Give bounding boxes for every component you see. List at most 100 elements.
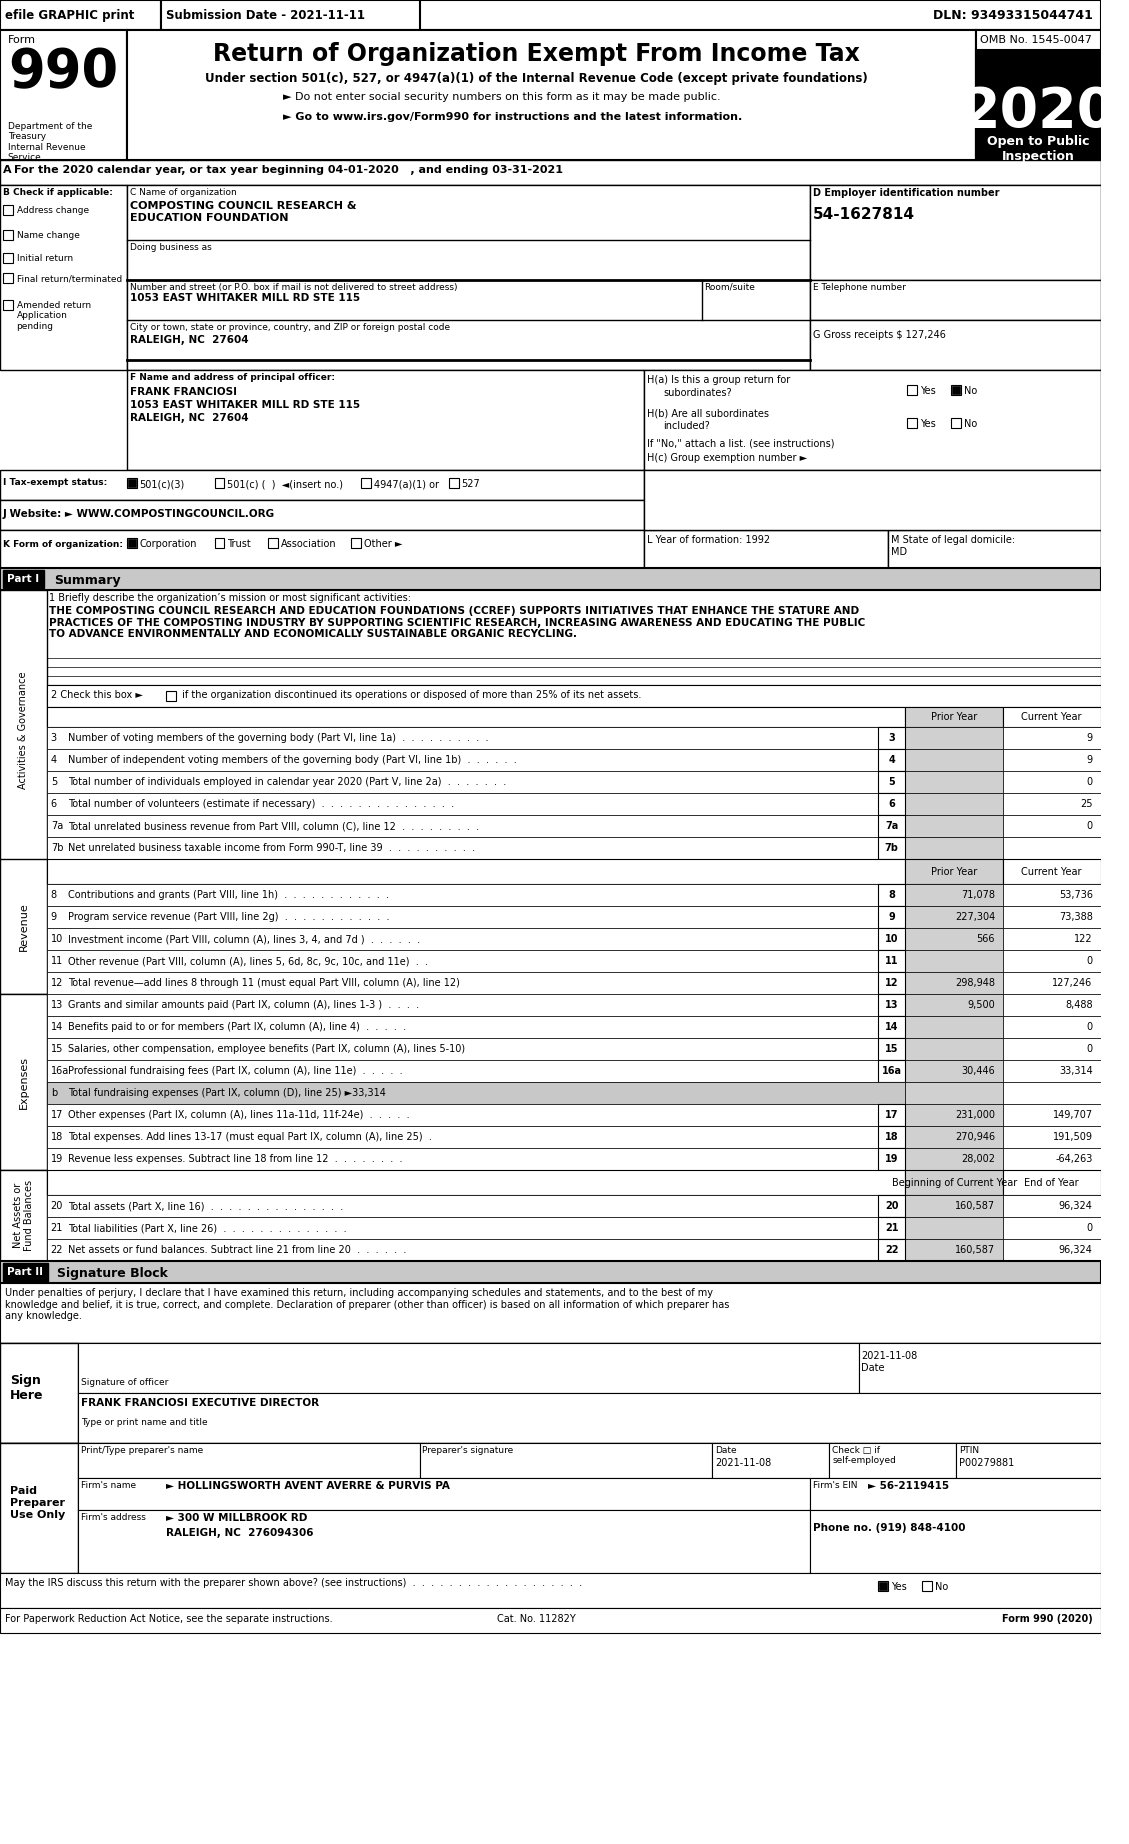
Text: Date: Date [715,1446,737,1455]
Bar [449,478,458,489]
Text: 15: 15 [51,1044,63,1055]
Bar [644,470,1102,529]
Text: 12: 12 [51,977,63,988]
Text: H(b) Are all subordinates: H(b) Are all subordinates [647,408,769,419]
Text: Other expenses (Part IX, column (A), lines 11a-11d, 11f-24e)  .  .  .  .  .: Other expenses (Part IX, column (A), lin… [68,1110,410,1119]
Bar [878,771,905,793]
Text: OMB No. 1545-0047: OMB No. 1545-0047 [980,35,1093,44]
Text: 13: 13 [51,999,63,1011]
Text: M State of legal domicile:
MD: M State of legal domicile: MD [891,535,1015,557]
Text: 270,946: 270,946 [955,1132,995,1141]
Bar [952,419,961,428]
Text: Total unrelated business revenue from Part VIII, column (C), line 12  .  .  .  .: Total unrelated business revenue from Pa… [68,821,480,832]
Bar [905,972,1003,994]
Text: A: A [3,164,11,175]
Bar [0,529,644,568]
Bar [905,883,1003,905]
Text: Net Assets or
Fund Balances: Net Assets or Fund Balances [12,1180,34,1250]
Text: 0: 0 [1086,955,1093,966]
Text: Summary: Summary [54,573,121,586]
Text: ► 300 W MILLBROOK RD: ► 300 W MILLBROOK RD [166,1512,307,1523]
Text: 501(c) (  )  ◄(insert no.): 501(c) ( ) ◄(insert no.) [227,479,343,489]
Bar [878,1217,905,1239]
Bar [166,692,176,701]
Bar [0,160,1102,184]
Bar [809,280,1102,321]
Bar [0,1342,78,1444]
Text: RALEIGH, NC  276094306: RALEIGH, NC 276094306 [166,1529,314,1538]
Text: Check □ if
self-employed: Check □ if self-employed [832,1446,896,1466]
Text: Benefits paid to or for members (Part IX, column (A), line 4)  .  .  .  .  .: Benefits paid to or for members (Part IX… [68,1022,406,1033]
Text: 9: 9 [889,913,895,922]
Bar [46,793,905,815]
Bar [3,301,12,310]
Text: Investment income (Part VIII, column (A), lines 3, 4, and 7d )  .  .  .  .  .  .: Investment income (Part VIII, column (A)… [68,935,420,944]
Bar [905,1239,1003,1261]
Text: 17: 17 [885,1110,899,1119]
Bar [878,1195,905,1217]
Text: Submission Date - 2021-11-11: Submission Date - 2021-11-11 [166,9,365,22]
Bar [1003,771,1102,793]
Text: 18: 18 [51,1132,63,1141]
Bar [0,1342,1102,1444]
Bar [215,538,225,548]
Bar [46,837,905,859]
Bar [46,1105,905,1127]
Bar [126,184,809,371]
Text: 14: 14 [51,1022,63,1033]
Text: 20: 20 [51,1200,63,1212]
Text: ► Go to www.irs.gov/Form990 for instructions and the latest information.: ► Go to www.irs.gov/Form990 for instruct… [283,112,742,122]
Text: 7a: 7a [51,821,63,832]
Bar [46,684,1102,706]
Bar [1003,972,1102,994]
Text: Cat. No. 11282Y: Cat. No. 11282Y [497,1614,576,1625]
Text: Total liabilities (Part X, line 26)  .  .  .  .  .  .  .  .  .  .  .  .  .  .: Total liabilities (Part X, line 26) . . … [68,1223,347,1234]
Bar [887,529,1102,568]
Text: 19: 19 [885,1154,899,1164]
Text: Number of independent voting members of the governing body (Part VI, line 1b)  .: Number of independent voting members of … [68,754,517,765]
Bar [3,205,12,216]
Text: 0: 0 [1086,776,1093,787]
Bar [1003,1105,1102,1127]
Text: K Form of organization:: K Form of organization: [3,540,123,550]
Bar [809,184,1102,280]
Bar [126,30,975,160]
Bar [905,950,1003,972]
Bar [1003,1060,1102,1082]
Bar [0,1169,46,1261]
Text: Total expenses. Add lines 13-17 (must equal Part IX, column (A), line 25)  .: Total expenses. Add lines 13-17 (must eq… [68,1132,432,1141]
Bar [1003,1082,1102,1105]
Text: Revenue less expenses. Subtract line 18 from line 12  .  .  .  .  .  .  .  .: Revenue less expenses. Subtract line 18 … [68,1154,403,1164]
Bar [46,972,905,994]
Bar [0,0,1102,30]
Text: ► HOLLINGSWORTH AVENT AVERRE & PURVIS PA: ► HOLLINGSWORTH AVENT AVERRE & PURVIS PA [166,1481,449,1492]
Text: May the IRS discuss this return with the preparer shown above? (see instructions: May the IRS discuss this return with the… [5,1578,583,1588]
Bar [0,30,126,160]
Text: 15: 15 [885,1044,899,1055]
Bar [0,1283,1102,1342]
Bar [0,1573,1102,1608]
Text: No: No [964,385,978,396]
Bar [0,1444,78,1573]
Bar [0,1608,1102,1634]
Text: Other revenue (Part VIII, column (A), lines 5, 6d, 8c, 9c, 10c, and 11e)  .  .: Other revenue (Part VIII, column (A), li… [68,955,428,966]
Text: Association: Association [281,538,336,550]
Bar [905,837,1003,859]
Text: ► Do not enter social security numbers on this form as it may be made public.: ► Do not enter social security numbers o… [283,92,720,101]
Bar [1003,905,1102,928]
Bar [1003,1195,1102,1217]
Text: 16a: 16a [51,1066,69,1077]
Text: Name change: Name change [17,230,79,240]
Text: 5: 5 [889,776,895,787]
Bar [1003,1127,1102,1149]
Bar [878,1038,905,1060]
Bar [351,538,361,548]
Text: 6: 6 [51,798,56,810]
Bar [905,1169,1003,1195]
Text: if the organization discontinued its operations or disposed of more than 25% of : if the organization discontinued its ope… [178,690,641,701]
Text: Program service revenue (Part VIII, line 2g)  .  .  .  .  .  .  .  .  .  .  .  .: Program service revenue (Part VIII, line… [68,913,390,922]
Text: Form 990 (2020): Form 990 (2020) [1001,1614,1093,1625]
Bar [905,928,1003,950]
Bar [1003,837,1102,859]
Bar [878,883,905,905]
